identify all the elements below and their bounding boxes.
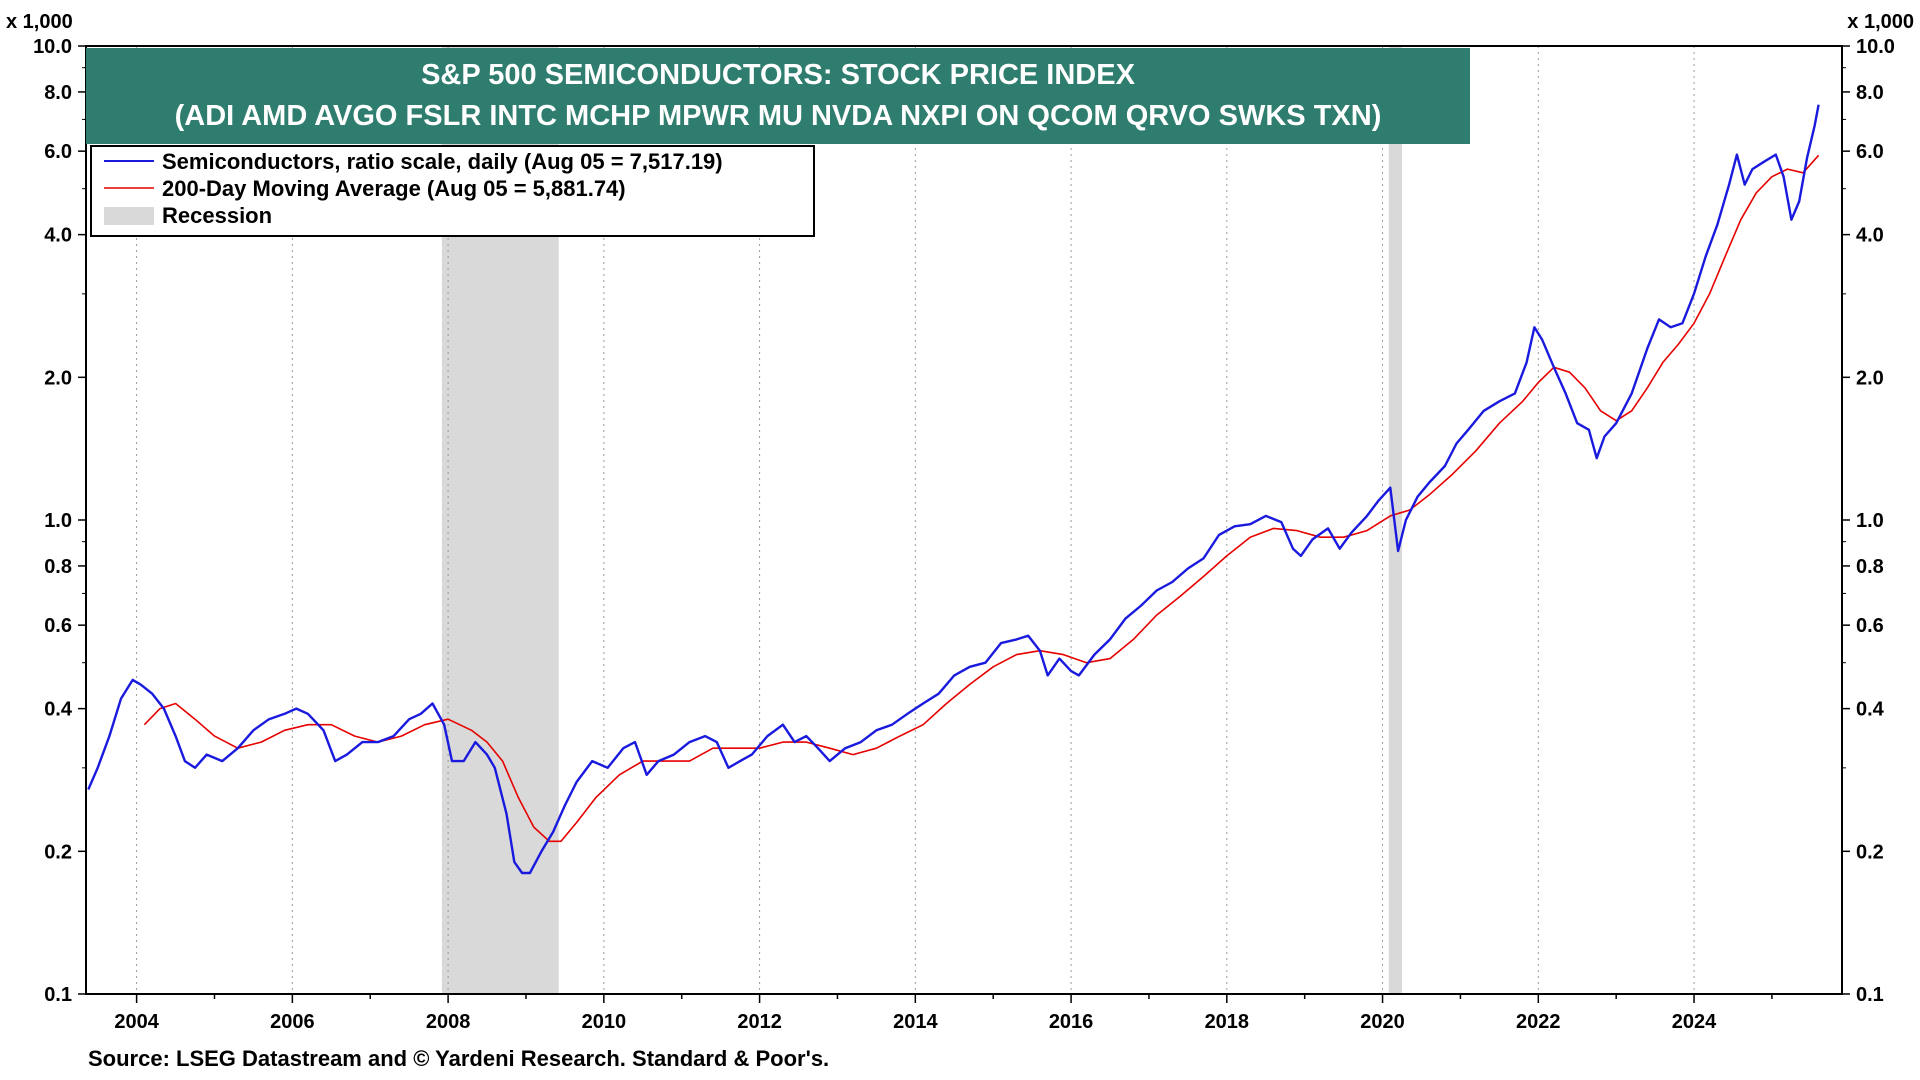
gridlines [136, 46, 1695, 994]
y-tick-label-left: 6.0 [44, 141, 72, 163]
y-tick-label-right: 2.0 [1856, 367, 1884, 389]
y-tick-label-right: 8.0 [1856, 82, 1884, 104]
x-tick-label-2004: 2004 [114, 1011, 159, 1033]
legend-label-moving-average: 200-Day Moving Average (Aug 05 = 5,881.7… [162, 176, 626, 201]
x-tick-label-2010: 2010 [582, 1011, 627, 1033]
legend-label-semiconductors: Semiconductors, ratio scale, daily (Aug … [162, 149, 723, 174]
chart-title: S&P 500 SEMICONDUCTORS: STOCK PRICE INDE… [421, 59, 1136, 91]
y-tick-label-right: 0.2 [1856, 841, 1884, 863]
y-tick-label-left: 0.4 [44, 699, 73, 721]
axes: 0.1 0.1 0.2 0.2 0.4 0.4 0.6 0.6 0.8 0.8 1.0 1.0 2.0 2… [33, 36, 1895, 1033]
legend: Semiconductors, ratio scale, daily (Aug … [90, 145, 815, 237]
y-tick-label-right: 0.6 [1856, 615, 1884, 637]
title-background [86, 48, 1470, 144]
x-tick-label-2014: 2014 [893, 1011, 938, 1033]
x-tick-label-2018: 2018 [1205, 1011, 1250, 1033]
x-tick-label-2012: 2012 [737, 1011, 782, 1033]
y-tick-label-right: 6.0 [1856, 141, 1884, 163]
y-tick-label-right: 1.0 [1856, 510, 1884, 532]
series-line-moving-average [143, 154, 1820, 843]
legend-swatch-recession [104, 207, 154, 225]
x-tick-label-2024: 2024 [1672, 1011, 1717, 1033]
x-tick-label-2022: 2022 [1516, 1011, 1561, 1033]
unit-label-left: x 1,000 [6, 11, 73, 33]
y-tick-label-right: 0.1 [1856, 984, 1884, 1006]
series-lines [87, 104, 1820, 875]
y-tick-label-left: 0.8 [44, 556, 72, 578]
x-tick-label-2006: 2006 [270, 1011, 315, 1033]
y-tick-label-right: 0.8 [1856, 556, 1884, 578]
y-tick-label-right: 10.0 [1856, 36, 1895, 58]
unit-label-right: x 1,000 [1847, 11, 1914, 33]
title-box: S&P 500 SEMICONDUCTORS: STOCK PRICE INDE… [86, 48, 1470, 144]
source-note: Source: LSEG Datastream and © Yardeni Re… [88, 1046, 829, 1071]
y-tick-label-left: 4.0 [44, 225, 72, 247]
y-tick-label-left: 8.0 [44, 82, 72, 104]
y-tick-label-left: 0.2 [44, 841, 72, 863]
y-tick-label-left: 10.0 [33, 36, 72, 58]
x-tick-label-2020: 2020 [1360, 1011, 1405, 1033]
y-tick-label-left: 2.0 [44, 367, 72, 389]
series-line-semiconductors [87, 104, 1820, 875]
chart-subtitle: (ADI AMD AVGO FSLR INTC MCHP MPWR MU NVD… [175, 100, 1382, 132]
legend-box [90, 145, 815, 237]
x-tick-label-2016: 2016 [1049, 1011, 1094, 1033]
x-tick-label-2008: 2008 [426, 1011, 471, 1033]
y-tick-label-right: 0.4 [1856, 699, 1885, 721]
y-tick-label-left: 0.6 [44, 615, 72, 637]
legend-label-recession: Recession [162, 203, 272, 228]
y-tick-label-right: 4.0 [1856, 225, 1884, 247]
y-tick-label-left: 1.0 [44, 510, 72, 532]
y-tick-label-left: 0.1 [44, 984, 72, 1006]
